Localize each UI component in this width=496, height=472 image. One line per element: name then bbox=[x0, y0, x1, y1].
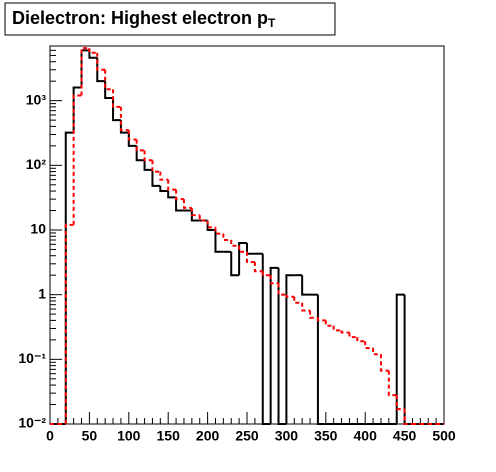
histogram-bin bbox=[214, 229, 224, 253]
histogram-bin bbox=[119, 106, 129, 132]
histogram-bin bbox=[151, 169, 161, 187]
title-box bbox=[4, 2, 336, 36]
histogram-bin bbox=[301, 275, 311, 296]
histogram-bin bbox=[104, 69, 114, 91]
y-tick-label: 10⁻¹ bbox=[18, 350, 46, 366]
histogram-bin bbox=[277, 283, 287, 296]
histogram-bin bbox=[340, 330, 350, 334]
histogram-bin bbox=[167, 179, 177, 191]
histogram-bin bbox=[143, 160, 153, 171]
histogram-bin bbox=[182, 199, 192, 209]
y-tick-label: 10⁻² bbox=[18, 415, 46, 431]
histogram-bin bbox=[88, 48, 98, 54]
histogram-bin bbox=[238, 245, 247, 253]
title-subscript: T bbox=[268, 16, 276, 30]
x-tick-label: 350 bbox=[314, 428, 338, 444]
histogram-bin bbox=[246, 251, 255, 263]
x-tick-label: 150 bbox=[157, 428, 181, 444]
histogram-bin bbox=[230, 251, 240, 277]
histogram-bin bbox=[238, 241, 247, 276]
histogram-bin bbox=[395, 395, 405, 411]
histogram-bin bbox=[64, 223, 74, 424]
histogram-bin bbox=[214, 227, 224, 235]
histogram-bin bbox=[222, 233, 232, 242]
histogram-bin bbox=[143, 150, 153, 162]
histogram-bin bbox=[230, 240, 240, 247]
histogram-bin bbox=[309, 310, 318, 319]
histogram-bin bbox=[190, 210, 200, 222]
histogram-bin bbox=[348, 332, 358, 339]
histogram-bin bbox=[112, 89, 121, 108]
x-tick-label: 250 bbox=[235, 428, 259, 444]
histogram-bin bbox=[127, 132, 137, 147]
y-tick-label: 10² bbox=[26, 156, 47, 172]
histogram-bin bbox=[269, 266, 279, 424]
histogram-bin bbox=[175, 189, 184, 201]
histogram-bin bbox=[253, 261, 263, 273]
x-tick-label: 300 bbox=[275, 428, 299, 444]
histogram-bin bbox=[285, 294, 295, 298]
histogram-bin bbox=[135, 139, 145, 152]
chart-title: Dielectron: Highest electron pT bbox=[12, 8, 276, 30]
histogram-bin bbox=[356, 337, 366, 343]
histogram-bin bbox=[316, 317, 326, 322]
histogram-bin bbox=[372, 347, 381, 356]
y-tick-label: 10³ bbox=[26, 91, 47, 107]
histogram-bin bbox=[96, 52, 106, 71]
histogram-bin bbox=[88, 50, 98, 59]
histogram-bin bbox=[261, 271, 271, 277]
histogram-bin bbox=[167, 191, 177, 199]
histogram-bin bbox=[127, 130, 137, 141]
x-tick-label: 500 bbox=[432, 428, 456, 444]
histogram-bin bbox=[261, 253, 271, 425]
histogram-bin bbox=[64, 131, 74, 424]
histogram-bin bbox=[96, 57, 106, 83]
x-tick-label: 400 bbox=[354, 428, 378, 444]
histogram-bin bbox=[301, 302, 311, 312]
x-tick-label: 450 bbox=[393, 428, 417, 444]
histogram-bin bbox=[379, 354, 389, 372]
histogram-bin bbox=[206, 220, 216, 229]
histogram-bin bbox=[387, 370, 397, 397]
histogram-bin bbox=[332, 325, 342, 332]
title-main: Dielectron: Highest electron p bbox=[12, 8, 268, 28]
x-tick-label: 200 bbox=[196, 428, 220, 444]
y-tick-label: 1 bbox=[38, 285, 46, 301]
histogram-bin bbox=[80, 47, 90, 96]
histogram-bin bbox=[198, 215, 208, 222]
histogram-bin bbox=[175, 197, 184, 212]
histogram-bin bbox=[403, 409, 413, 425]
histogram-bin bbox=[277, 267, 287, 425]
y-tick-label: 10 bbox=[30, 221, 46, 237]
histogram-bin bbox=[269, 275, 279, 285]
histogram-bin bbox=[395, 293, 405, 424]
histogram-bin bbox=[190, 207, 200, 217]
histogram-bin bbox=[151, 160, 161, 173]
x-tick-label: 100 bbox=[117, 428, 141, 444]
histogram-bin bbox=[72, 94, 82, 225]
histogram-bin bbox=[293, 296, 303, 304]
histogram-bin bbox=[159, 185, 169, 193]
histogram-bin bbox=[285, 274, 295, 424]
x-tick-label: 50 bbox=[82, 428, 98, 444]
histogram-bin bbox=[324, 320, 334, 327]
histogram-bin bbox=[364, 341, 374, 349]
x-tick-label: 0 bbox=[46, 428, 54, 444]
histogram-bin bbox=[316, 294, 326, 425]
histogram-bin bbox=[159, 171, 169, 181]
